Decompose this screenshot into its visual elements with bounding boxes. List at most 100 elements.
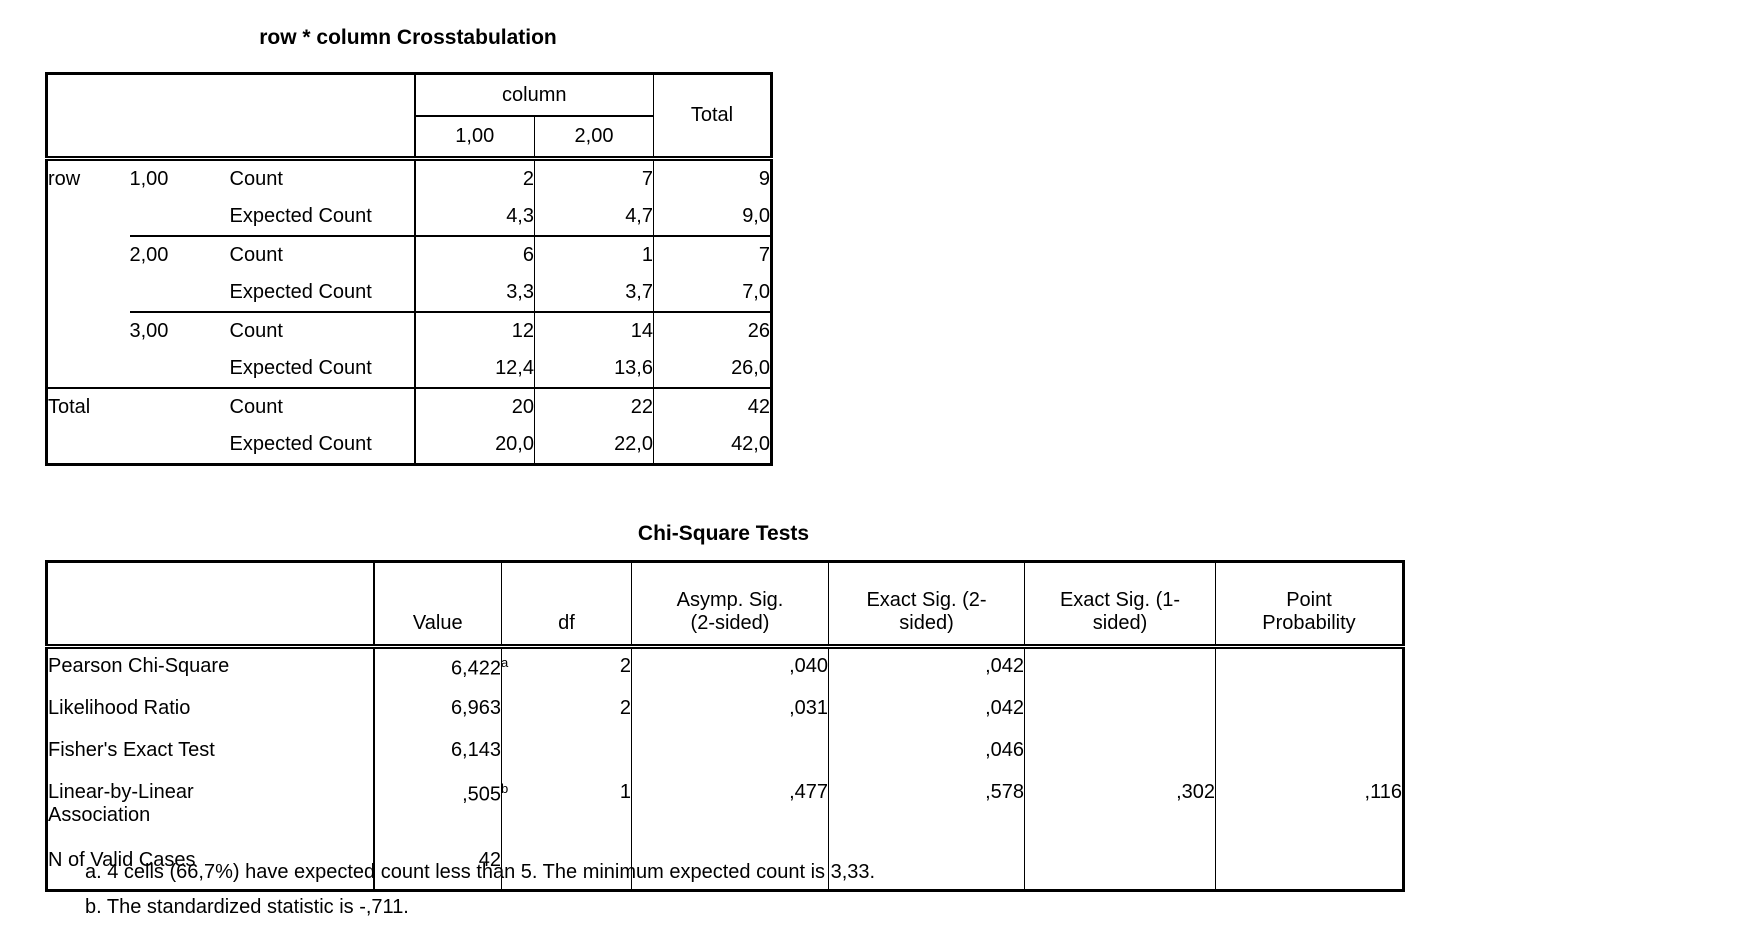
point-probability-cell [1215, 646, 1404, 691]
value-cell: 26 [653, 312, 772, 350]
row-category [129, 198, 230, 237]
chi-square-table: Value df Asymp. Sig. (2-sided) Exact Sig… [45, 560, 1405, 892]
row-category: 3,00 [129, 320, 169, 342]
test-label: Fisher's Exact Test [48, 739, 215, 761]
exact-sig-2-cell: ,046 [828, 733, 1025, 775]
crosstab-header-column-dimension: column [413, 73, 654, 117]
table-row: row 1,00 Count 2 7 9 [47, 158, 772, 198]
crosstab-header-cat1: 1,00 [413, 116, 535, 161]
test-label: N of Valid Cases [48, 849, 196, 871]
df-cell: 2 [501, 691, 632, 733]
df-cell [501, 843, 632, 891]
row-category [129, 350, 230, 389]
exact-sig-1-cell: ,302 [1024, 775, 1216, 843]
exact-sig-2-cell [828, 843, 1025, 891]
row-dimension-label: row [48, 168, 81, 190]
chisq-title: Chi-Square Tests [637, 522, 810, 545]
value-cell: 20 [413, 388, 535, 426]
value-cell: 1 [534, 236, 654, 274]
value-cell: 4,3 [413, 198, 535, 237]
chisq-header-df: df [501, 561, 632, 649]
row-dimension-label [47, 312, 130, 350]
table-row: Total Count 20 22 42 [47, 388, 772, 426]
row-dimension-label [47, 236, 130, 274]
row-category: 1,00 [129, 168, 169, 190]
value-cell: 2 [413, 158, 535, 198]
value-cell: 13,6 [534, 350, 654, 389]
asymp-sig-cell: ,477 [631, 775, 829, 843]
value-cell: 20,0 [413, 426, 535, 465]
value-cell: 3,7 [534, 274, 654, 313]
crosstab-header-cat2: 2,00 [534, 116, 654, 161]
asymp-sig-cell [631, 843, 829, 891]
value-cell: 7,0 [653, 274, 772, 313]
value-cell: 6,143 [372, 733, 502, 775]
row-dimension-label [47, 198, 130, 236]
value-cell: 9 [653, 158, 772, 198]
exact-sig-2-cell: ,042 [828, 691, 1025, 733]
row-category [129, 274, 230, 313]
crosstab-stub-spacer [46, 73, 415, 161]
exact-sig-1-cell [1024, 733, 1216, 775]
asymp-sig-cell: ,040 [631, 646, 829, 691]
row-dimension-label [47, 426, 130, 465]
value-cell: 3,3 [413, 274, 535, 313]
value-cell: 14 [534, 312, 654, 350]
value-cell: ,505b [372, 775, 508, 843]
value-cell: 26,0 [653, 350, 772, 389]
point-probability-cell: ,116 [1215, 775, 1404, 843]
stat-label: Expected Count [229, 198, 415, 237]
df-cell: 2 [501, 646, 632, 691]
table-row: Pearson Chi-Square 6,422a 2 ,040 ,042 [47, 646, 1404, 691]
test-label: Linear-by-Linear Association [48, 781, 194, 826]
table-row: N of Valid Cases 42 [47, 843, 1404, 891]
value-cell: 9,0 [653, 198, 772, 237]
crosstab-table: column Total 1,00 2,00 row 1,00 Count 2 … [45, 72, 773, 466]
table-row: Expected Count 4,3 4,7 9,0 [47, 198, 772, 237]
value-cell: 7 [534, 158, 654, 198]
value-cell: 6 [413, 236, 535, 274]
row-dimension-label: Total [48, 396, 91, 418]
table-row: Expected Count 20,0 22,0 42,0 [47, 426, 772, 465]
df-cell: 1 [501, 775, 632, 843]
stat-label: Expected Count [229, 433, 372, 455]
asymp-sig-cell: ,031 [631, 691, 829, 733]
value-cell: 7 [653, 236, 772, 274]
row-dimension-label [46, 350, 130, 389]
chisq-header-exact-sig-2sided: Exact Sig. (2- sided) [828, 561, 1025, 649]
table-row: 3,00 Count 12 14 26 [47, 312, 772, 350]
stat-label: Expected Count [229, 274, 415, 313]
value-cell: 6,422a [372, 646, 508, 691]
value-cell: 6,963 [372, 691, 502, 733]
value-cell: 12,4 [413, 350, 535, 389]
stat-label: Count [229, 320, 283, 342]
table-row: 2,00 Count 6 1 7 [47, 236, 772, 274]
row-category [130, 426, 230, 465]
value-cell: 42 [372, 843, 502, 891]
stat-label: Count [229, 244, 283, 266]
exact-sig-2-cell: ,578 [828, 775, 1025, 843]
value-cell: 12 [413, 312, 535, 350]
table-row: Expected Count 3,3 3,7 7,0 [47, 274, 772, 313]
table-row: Expected Count 12,4 13,6 26,0 [46, 350, 772, 389]
chisq-header-value: Value [372, 561, 502, 649]
exact-sig-1-cell [1024, 691, 1216, 733]
point-probability-cell [1215, 691, 1404, 733]
row-category [130, 388, 230, 426]
value-cell: 4,7 [534, 198, 654, 237]
test-label: Pearson Chi-Square [48, 655, 230, 677]
row-category: 2,00 [129, 244, 169, 266]
point-probability-cell [1215, 733, 1404, 775]
table-row: Linear-by-Linear Association ,505b 1 ,47… [47, 775, 1404, 843]
table-row: Fisher's Exact Test 6,143 ,046 [47, 733, 1404, 775]
value-cell: 22 [534, 388, 654, 426]
point-probability-cell [1215, 843, 1404, 891]
crosstab-title: row * column Crosstabulation [259, 26, 557, 49]
row-dimension-label [47, 274, 130, 312]
stat-label: Expected Count [229, 350, 415, 389]
exact-sig-1-cell [1024, 646, 1216, 691]
df-cell [501, 733, 632, 775]
value-cell: 42 [653, 388, 772, 426]
chisq-stub-spacer [46, 561, 374, 649]
